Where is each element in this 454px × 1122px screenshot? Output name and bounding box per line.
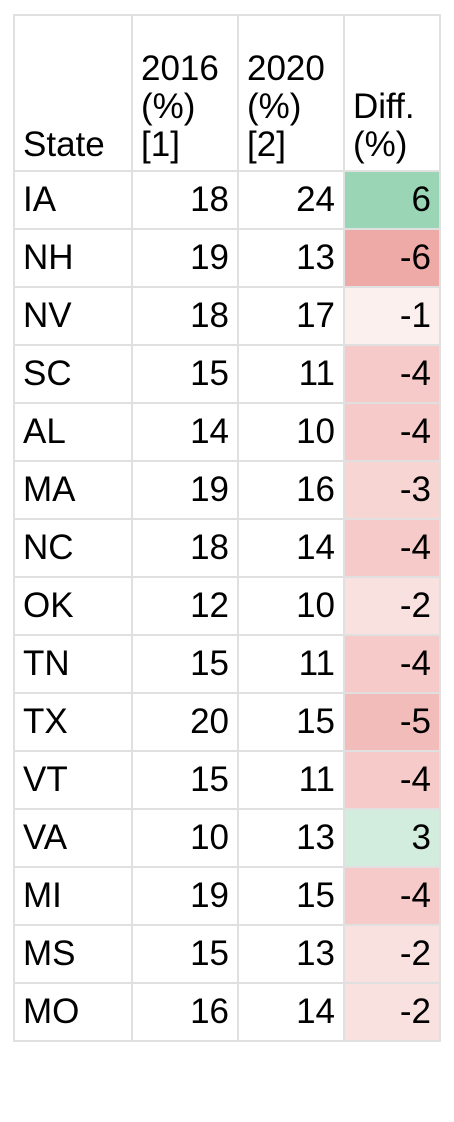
state-cell: MI (14, 867, 132, 925)
value-2020-cell: 11 (238, 345, 344, 403)
value-2020-cell: 10 (238, 577, 344, 635)
value-2020-cell: 15 (238, 693, 344, 751)
value-2016-cell: 14 (132, 403, 238, 461)
value-2016-cell: 16 (132, 983, 238, 1041)
table-row: OK 12 10 -2 (14, 577, 440, 635)
state-cell: VA (14, 809, 132, 867)
value-2020-cell: 13 (238, 925, 344, 983)
state-cell: MA (14, 461, 132, 519)
value-2020-cell: 11 (238, 635, 344, 693)
value-2016-cell: 15 (132, 345, 238, 403)
diff-cell: -4 (344, 345, 440, 403)
diff-cell: -4 (344, 403, 440, 461)
state-comparison-table: State 2016 (%) [1] 2020 (%) [2] Diff. (%… (13, 14, 441, 1042)
value-2020-cell: 13 (238, 229, 344, 287)
value-2016-cell: 20 (132, 693, 238, 751)
value-2020-cell: 16 (238, 461, 344, 519)
value-2020-cell: 17 (238, 287, 344, 345)
header-row: State 2016 (%) [1] 2020 (%) [2] Diff. (%… (14, 15, 440, 171)
value-2016-cell: 15 (132, 751, 238, 809)
table-row: MA 19 16 -3 (14, 461, 440, 519)
value-2020-cell: 24 (238, 171, 344, 229)
state-cell: TX (14, 693, 132, 751)
table-row: AL 14 10 -4 (14, 403, 440, 461)
state-cell: VT (14, 751, 132, 809)
state-cell: TN (14, 635, 132, 693)
table-header: State 2016 (%) [1] 2020 (%) [2] Diff. (%… (14, 15, 440, 171)
value-2020-cell: 10 (238, 403, 344, 461)
table-row: VT 15 11 -4 (14, 751, 440, 809)
state-cell: MO (14, 983, 132, 1041)
header-2016: 2016 (%) [1] (132, 15, 238, 171)
table-row: SC 15 11 -4 (14, 345, 440, 403)
diff-cell: -6 (344, 229, 440, 287)
diff-cell: -2 (344, 925, 440, 983)
state-cell: AL (14, 403, 132, 461)
state-cell: IA (14, 171, 132, 229)
diff-cell: -2 (344, 983, 440, 1041)
value-2016-cell: 18 (132, 519, 238, 577)
value-2016-cell: 15 (132, 635, 238, 693)
value-2016-cell: 19 (132, 229, 238, 287)
value-2020-cell: 14 (238, 519, 344, 577)
value-2016-cell: 19 (132, 461, 238, 519)
table-row: NH 19 13 -6 (14, 229, 440, 287)
value-2020-cell: 11 (238, 751, 344, 809)
diff-cell: -4 (344, 751, 440, 809)
table-row: MI 19 15 -4 (14, 867, 440, 925)
header-state: State (14, 15, 132, 171)
table-body: IA 18 24 6 NH 19 13 -6 NV 18 17 -1 SC 15 11 -4 AL 14 10 -4 M… (14, 171, 440, 1041)
diff-cell: -3 (344, 461, 440, 519)
header-diff: Diff. (%) (344, 15, 440, 171)
value-2020-cell: 14 (238, 983, 344, 1041)
diff-cell: 6 (344, 171, 440, 229)
table-row: TN 15 11 -4 (14, 635, 440, 693)
table-row: TX 20 15 -5 (14, 693, 440, 751)
diff-cell: -2 (344, 577, 440, 635)
diff-cell: -4 (344, 867, 440, 925)
diff-cell: -1 (344, 287, 440, 345)
value-2016-cell: 18 (132, 171, 238, 229)
state-cell: OK (14, 577, 132, 635)
table-row: IA 18 24 6 (14, 171, 440, 229)
state-cell: SC (14, 345, 132, 403)
value-2016-cell: 15 (132, 925, 238, 983)
diff-cell: -5 (344, 693, 440, 751)
state-cell: NV (14, 287, 132, 345)
diff-cell: -4 (344, 519, 440, 577)
value-2016-cell: 10 (132, 809, 238, 867)
table-row: NV 18 17 -1 (14, 287, 440, 345)
diff-cell: 3 (344, 809, 440, 867)
value-2016-cell: 18 (132, 287, 238, 345)
value-2020-cell: 15 (238, 867, 344, 925)
table-row: MS 15 13 -2 (14, 925, 440, 983)
value-2016-cell: 12 (132, 577, 238, 635)
state-cell: NH (14, 229, 132, 287)
header-2020: 2020 (%) [2] (238, 15, 344, 171)
table-row: NC 18 14 -4 (14, 519, 440, 577)
state-cell: MS (14, 925, 132, 983)
state-cell: NC (14, 519, 132, 577)
value-2016-cell: 19 (132, 867, 238, 925)
table-row: VA 10 13 3 (14, 809, 440, 867)
value-2020-cell: 13 (238, 809, 344, 867)
diff-cell: -4 (344, 635, 440, 693)
table-row: MO 16 14 -2 (14, 983, 440, 1041)
